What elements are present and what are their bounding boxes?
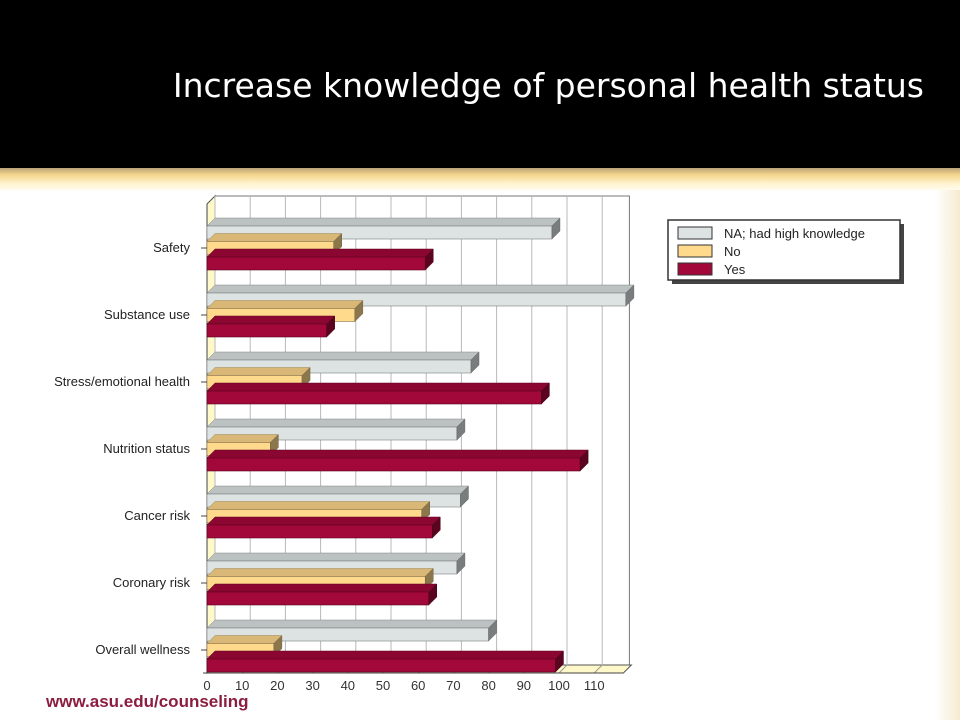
bar-top-face xyxy=(206,583,438,593)
category-label: Substance use xyxy=(104,307,190,322)
slide-title: Increase knowledge of personal health st… xyxy=(172,66,924,105)
bar-top-face xyxy=(206,635,283,644)
category-label: Cancer risk xyxy=(124,508,190,523)
x-tick-label: 40 xyxy=(341,678,355,693)
legend-swatch xyxy=(677,262,713,276)
bar xyxy=(206,591,430,606)
bar-top-face xyxy=(206,650,565,660)
bar-top-face xyxy=(206,516,441,526)
bar-top-face xyxy=(206,568,434,577)
bar-top-face xyxy=(206,449,589,459)
footer-url[interactable]: www.asu.edu/counseling xyxy=(46,692,249,711)
chart-area: 0 10 20 30 40 50 60 70 80 90 100 110 Safety Substance… xyxy=(0,190,935,720)
legend-label: No xyxy=(724,244,741,259)
legend-swatch xyxy=(677,244,713,258)
bar-side-face xyxy=(488,619,497,642)
title-band xyxy=(0,0,960,168)
x-tick-label: 80 xyxy=(481,678,495,693)
bar-side-face xyxy=(579,449,589,472)
bar-top-face xyxy=(206,217,561,227)
x-tick-label: 30 xyxy=(305,678,319,693)
bar-top-face xyxy=(206,367,311,376)
bar-top-face xyxy=(206,315,336,325)
category-label: Safety xyxy=(153,240,190,255)
bar-top-face xyxy=(206,619,498,629)
bar xyxy=(206,390,542,405)
bar-top-face xyxy=(206,233,343,242)
bar-top-face xyxy=(206,552,466,562)
bar xyxy=(206,658,556,673)
bar-side-face xyxy=(428,583,438,606)
bar-chart: 0 10 20 30 40 50 60 70 80 90 100 110 Safety Substance… xyxy=(54,194,904,693)
x-tick-label: 60 xyxy=(411,678,425,693)
bar-top-face xyxy=(206,485,470,495)
x-tick-label: 70 xyxy=(446,678,460,693)
bar-top-face xyxy=(206,284,635,294)
right-edge-accent xyxy=(935,190,960,720)
bar-side-face xyxy=(625,284,635,307)
x-tick-label: 20 xyxy=(270,678,284,693)
bar-top-face xyxy=(206,300,364,309)
x-tick-label: 10 xyxy=(235,678,249,693)
x-tick-label: 100 xyxy=(548,678,570,693)
gold-divider xyxy=(0,168,960,194)
bar-top-face xyxy=(206,382,551,392)
floor-gridline xyxy=(593,664,603,674)
bar xyxy=(206,524,433,539)
bar-top-face xyxy=(206,248,434,258)
bar xyxy=(206,457,581,472)
bar-top-face xyxy=(206,434,279,443)
bar-side-face xyxy=(555,650,564,673)
x-tick-label: 90 xyxy=(517,678,531,693)
floor-gridline xyxy=(558,664,568,674)
bar-side-face xyxy=(456,552,466,575)
bar-top-face xyxy=(206,418,466,428)
category-label: Nutrition status xyxy=(103,441,190,456)
legend-label: NA; had high knowledge xyxy=(724,226,865,241)
x-tick-label: 110 xyxy=(584,678,605,693)
legend-label: Yes xyxy=(724,262,746,277)
bar xyxy=(206,256,426,271)
bar-top-face xyxy=(206,501,431,510)
bar-side-face xyxy=(326,315,335,338)
bar-side-face xyxy=(551,217,561,240)
bar-side-face xyxy=(354,299,364,323)
category-label: Stress/emotional health xyxy=(54,374,190,389)
x-tick-label: 50 xyxy=(376,678,390,693)
bar-side-face xyxy=(460,485,469,508)
x-tick-label: 0 xyxy=(203,678,210,693)
category-label: Coronary risk xyxy=(113,575,191,590)
legend-swatch xyxy=(677,226,713,240)
bar-side-face xyxy=(456,418,466,441)
bar-top-face xyxy=(206,351,480,361)
bar-side-face xyxy=(470,351,480,374)
bar-side-face xyxy=(432,516,441,539)
bar-side-face xyxy=(424,248,434,271)
bar-side-face xyxy=(541,382,550,405)
category-label: Overall wellness xyxy=(95,642,190,657)
bar xyxy=(206,323,327,338)
